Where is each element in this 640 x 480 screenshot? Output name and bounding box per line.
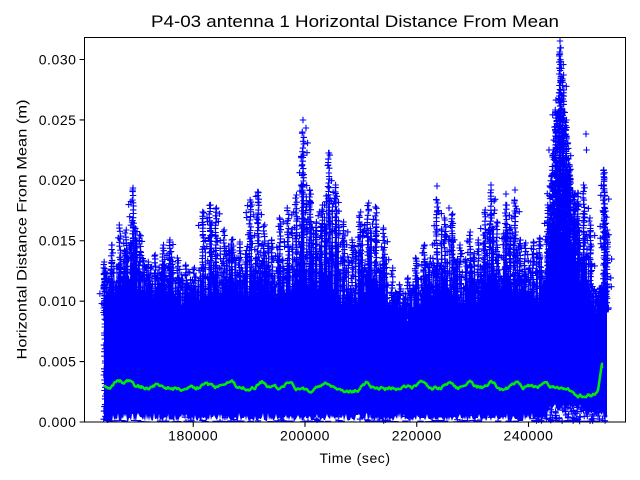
svg-text:0.005: 0.005	[39, 354, 77, 370]
svg-text:0.000: 0.000	[39, 414, 77, 430]
svg-text:Time (sec): Time (sec)	[319, 450, 390, 466]
svg-text:200000: 200000	[280, 428, 330, 444]
svg-text:0.030: 0.030	[39, 51, 77, 67]
svg-text:0.025: 0.025	[39, 112, 77, 128]
svg-text:Horizontal Distance From Mean: Horizontal Distance From Mean (m)	[14, 100, 30, 360]
svg-text:0.015: 0.015	[39, 233, 77, 249]
svg-text:0.020: 0.020	[39, 172, 77, 188]
svg-text:0.010: 0.010	[39, 293, 77, 309]
svg-text:180000: 180000	[168, 428, 218, 444]
svg-text:P4-03 antenna 1 Horizontal Dis: P4-03 antenna 1 Horizontal Distance From…	[151, 13, 559, 31]
svg-text:240000: 240000	[503, 428, 553, 444]
svg-text:220000: 220000	[392, 428, 442, 444]
